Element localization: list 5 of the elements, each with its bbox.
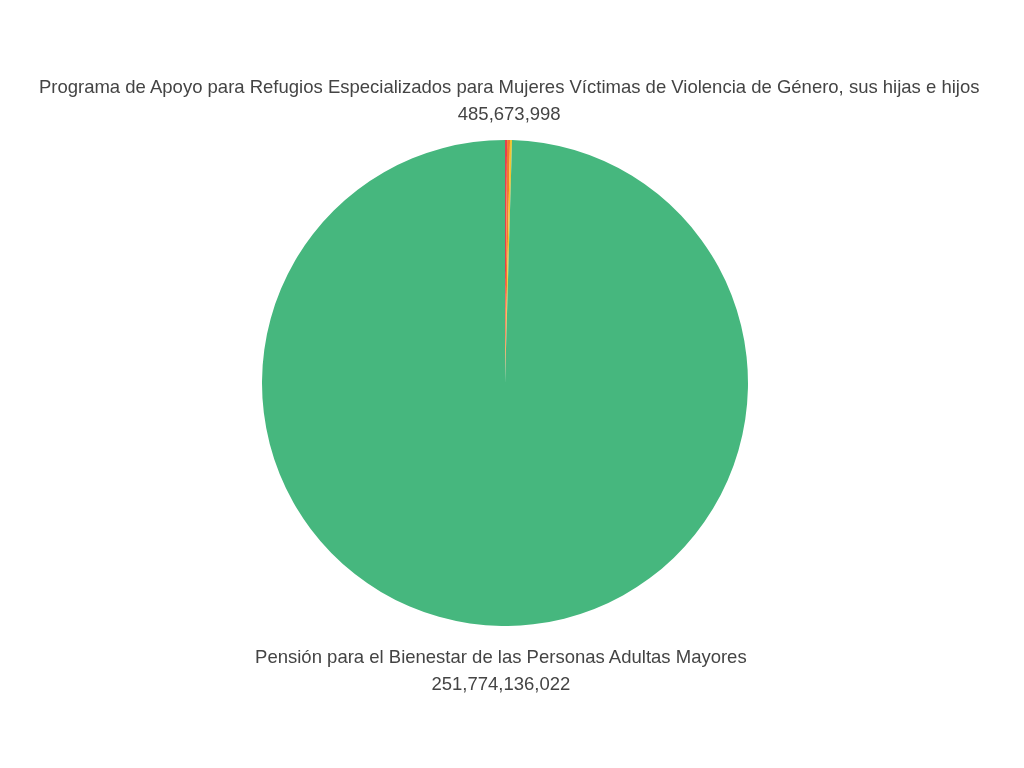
pie-slice — [262, 140, 748, 626]
data-label: 251,774,136,022 — [431, 672, 571, 694]
slice-label: Pensión para el Bienestar de las Personas Adultas Mayores — [255, 645, 747, 667]
data-label: 485,673,998 — [457, 103, 561, 125]
slice-label: Programa de Apoyo para Refugios Especializados para Mujeres Víctimas de Violencia de Género, sus hijas e hijos — [38, 76, 980, 98]
